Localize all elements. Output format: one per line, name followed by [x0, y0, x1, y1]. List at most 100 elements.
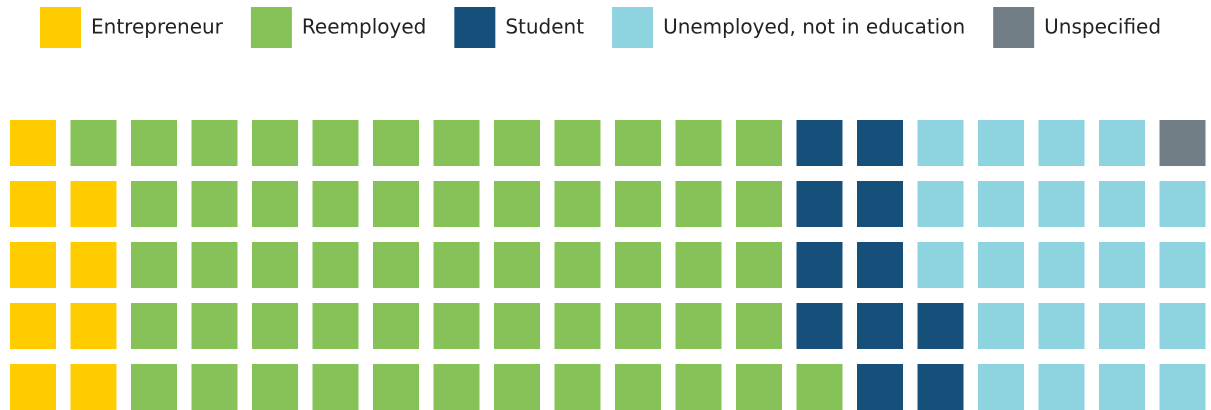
waffle-cell	[494, 181, 540, 227]
waffle-cell	[70, 364, 117, 410]
waffle-cell	[494, 364, 540, 410]
waffle-cell	[494, 303, 540, 349]
waffle-cell	[1159, 303, 1206, 349]
legend-swatch	[993, 7, 1035, 48]
waffle-cell	[736, 364, 782, 410]
legend-label: Unemployed, not in education	[663, 15, 965, 39]
waffle-cell	[131, 242, 177, 288]
waffle-cell	[191, 120, 238, 166]
waffle-cell	[554, 242, 601, 288]
waffle-cell	[252, 303, 298, 349]
waffle-cell	[917, 120, 964, 166]
waffle-cell	[70, 303, 117, 349]
waffle-cell	[312, 303, 359, 349]
waffle-cell	[736, 303, 782, 349]
waffle-cell	[554, 181, 601, 227]
waffle-cell	[796, 364, 843, 410]
waffle-cell	[131, 181, 177, 227]
waffle-cell	[433, 120, 480, 166]
waffle-cell	[554, 364, 601, 410]
waffle-cell	[675, 364, 722, 410]
waffle-cell	[131, 364, 177, 410]
waffle-cell	[433, 364, 480, 410]
waffle-cell	[796, 303, 843, 349]
waffle-cell	[70, 181, 117, 227]
waffle-cell	[1159, 364, 1206, 410]
waffle-cell	[70, 120, 117, 166]
waffle-cell	[1038, 181, 1085, 227]
waffle-cell	[312, 242, 359, 288]
waffle-cell	[312, 181, 359, 227]
waffle-cell	[10, 242, 56, 288]
waffle-cell	[1038, 364, 1085, 410]
waffle-cell	[796, 120, 843, 166]
waffle-cell	[494, 120, 540, 166]
waffle-cell	[857, 242, 903, 288]
waffle-cell	[1099, 303, 1145, 349]
waffle-cell	[675, 303, 722, 349]
waffle-cell	[736, 181, 782, 227]
waffle-cell	[252, 364, 298, 410]
waffle-cell	[373, 181, 419, 227]
legend-label: Student	[505, 15, 584, 39]
waffle-cell	[1099, 120, 1145, 166]
waffle-cell	[433, 242, 480, 288]
waffle-cell	[312, 120, 359, 166]
waffle-cell	[917, 181, 964, 227]
waffle-cell	[615, 364, 661, 410]
waffle-cell	[554, 120, 601, 166]
waffle-cell	[917, 364, 964, 410]
legend-swatch	[612, 7, 654, 48]
waffle-cell	[131, 120, 177, 166]
waffle-cell	[1038, 242, 1085, 288]
waffle-cell	[373, 303, 419, 349]
waffle-cell	[978, 364, 1024, 410]
waffle-cell	[917, 303, 964, 349]
waffle-cell	[736, 120, 782, 166]
waffle-cell	[373, 364, 419, 410]
waffle-cell	[736, 242, 782, 288]
waffle-cell	[615, 181, 661, 227]
waffle-cell	[917, 242, 964, 288]
waffle-cell	[131, 303, 177, 349]
waffle-cell	[10, 181, 56, 227]
legend-swatch	[454, 7, 496, 48]
waffle-cell	[1099, 364, 1145, 410]
legend-swatch	[40, 7, 81, 48]
waffle-cell	[433, 303, 480, 349]
waffle-cell	[857, 364, 903, 410]
waffle-cell	[373, 120, 419, 166]
waffle-cell	[675, 242, 722, 288]
legend-swatch	[250, 7, 292, 48]
waffle-cell	[675, 181, 722, 227]
waffle-cell	[252, 181, 298, 227]
waffle-cell	[1159, 242, 1206, 288]
waffle-cell	[10, 120, 56, 166]
waffle-cell	[554, 303, 601, 349]
waffle-cell	[373, 242, 419, 288]
waffle-cell	[1099, 181, 1145, 227]
waffle-cell	[1038, 120, 1085, 166]
waffle-cell	[1159, 120, 1206, 166]
waffle-cell	[857, 120, 903, 166]
waffle-cell	[433, 181, 480, 227]
waffle-cell	[615, 303, 661, 349]
waffle-cell	[978, 181, 1024, 227]
waffle-cell	[615, 120, 661, 166]
waffle-cell	[978, 120, 1024, 166]
waffle-cell	[10, 303, 56, 349]
waffle-cell	[252, 242, 298, 288]
waffle-cell	[252, 120, 298, 166]
waffle-cell	[857, 181, 903, 227]
waffle-cell	[191, 242, 238, 288]
waffle-cell	[978, 242, 1024, 288]
waffle-cell	[857, 303, 903, 349]
waffle-cell	[70, 242, 117, 288]
waffle-cell	[10, 364, 56, 410]
waffle-cell	[191, 364, 238, 410]
legend-label: Entrepreneur	[91, 15, 224, 39]
waffle-cell	[1159, 181, 1206, 227]
waffle-cell	[615, 242, 661, 288]
waffle-cell	[978, 303, 1024, 349]
waffle-cell	[1038, 303, 1085, 349]
